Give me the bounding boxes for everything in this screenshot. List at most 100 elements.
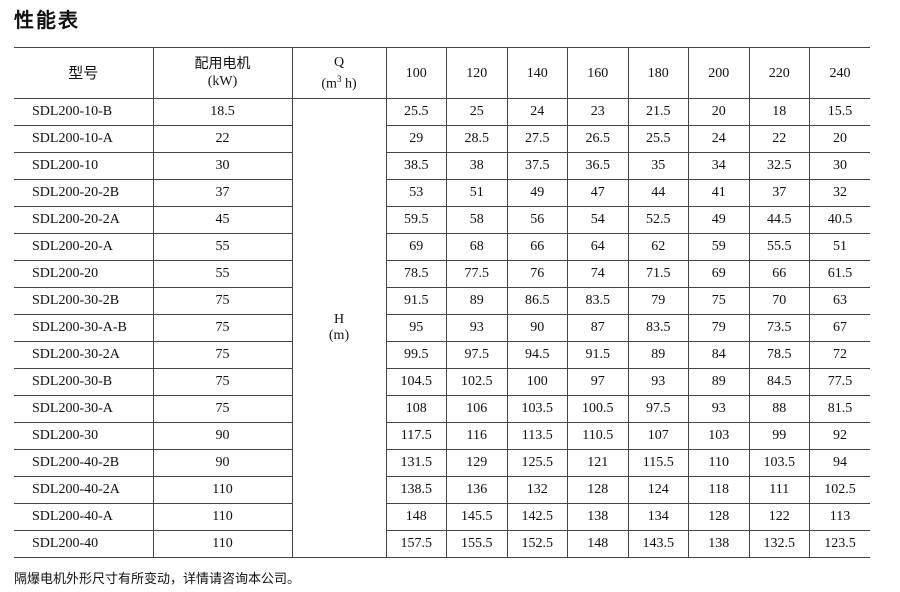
cell-head-value: 102.5 — [446, 368, 508, 396]
cell-head-value: 44.5 — [748, 206, 810, 234]
cell-kw: 110 — [152, 476, 293, 504]
cell-head-value: 103 — [688, 422, 750, 450]
cell-model: SDL200-30-2B — [14, 287, 154, 315]
cell-head-value: 102.5 — [809, 476, 870, 504]
table-row: SDL200-20-A 55 69 68 66 64 62 59 55.5 51 — [14, 233, 870, 261]
head-label-cell: H (m) — [291, 98, 387, 558]
cell-head-value: 26.5 — [567, 125, 629, 153]
cell-head-value: 134 — [627, 503, 689, 531]
cell-head-value: 47 — [567, 179, 629, 207]
footnote: 隔爆电机外形尺寸有所变动，详情请咨询本公司。 — [14, 572, 301, 587]
cell-head-value: 152.5 — [506, 530, 568, 558]
cell-head-value: 62 — [627, 233, 689, 261]
cell-kw: 90 — [152, 449, 293, 477]
cell-head-value: 83.5 — [567, 287, 629, 315]
header-flow-160: 160 — [567, 47, 629, 99]
header-flow-240: 240 — [809, 47, 870, 99]
cell-head-value: 66 — [506, 233, 568, 261]
cell-model: SDL200-20 — [14, 260, 154, 288]
table-row: SDL200-20 55 78.5 77.5 76 74 71.5 69 66 61.5 — [14, 260, 870, 288]
table-row: SDL200-30-2A 75 99.5 97.5 94.5 91.5 89 84 78.5 72 — [14, 341, 870, 369]
cell-head-value: 97.5 — [446, 341, 508, 369]
header-flow-220: 220 — [748, 47, 810, 99]
cell-head-value: 132 — [506, 476, 568, 504]
header-flow-100: 100 — [385, 47, 447, 99]
cell-head-value: 131.5 — [385, 449, 447, 477]
performance-table: 型号 配用电机 (kW) Q (m3 h) 100 120 140 160 180 200 22… — [14, 47, 870, 558]
header-flow-unit: (m — [321, 76, 337, 92]
cell-kw: 55 — [152, 260, 293, 288]
cell-kw: 75 — [152, 368, 293, 396]
cell-head-value: 66 — [748, 260, 810, 288]
cell-head-value: 116 — [446, 422, 508, 450]
table-row: SDL200-40-A 110 148 145.5 142.5 138 134 128 122 1… — [14, 503, 870, 531]
cell-head-value: 76 — [506, 260, 568, 288]
cell-head-value: 59.5 — [385, 206, 447, 234]
cell-head-value: 30 — [809, 152, 870, 180]
cell-head-value: 148 — [567, 530, 629, 558]
header-flow-200: 200 — [688, 47, 750, 99]
head-unit: (m) — [328, 328, 350, 343]
table-row: SDL200-20-2A 45 59.5 58 56 54 52.5 49 44.5 40.5 — [14, 206, 870, 234]
cell-head-value: 92 — [809, 422, 870, 450]
cell-head-value: 84.5 — [748, 368, 810, 396]
cell-head-value: 128 — [688, 503, 750, 531]
table-row: SDL200-30-2B 75 91.5 89 86.5 83.5 79 75 70 63 — [14, 287, 870, 315]
cell-model: SDL200-10-A — [14, 125, 154, 153]
header-motor: 配用电机 (kW) — [152, 47, 293, 99]
cell-head-value: 136 — [446, 476, 508, 504]
cell-model: SDL200-30-A-B — [14, 314, 154, 342]
cell-head-value: 87 — [567, 314, 629, 342]
cell-model: SDL200-10-B — [14, 98, 154, 126]
cell-head-value: 52.5 — [627, 206, 689, 234]
table-row: SDL200-40-2A 110 138.5 136 132 128 124 118 111 10… — [14, 476, 870, 504]
cell-head-value: 22 — [748, 125, 810, 153]
cell-head-value: 138 — [567, 503, 629, 531]
cell-head-value: 49 — [688, 206, 750, 234]
table-row: SDL200-30 90 117.5 116 113.5 110.5 107 103 99 92 — [14, 422, 870, 450]
cell-head-value: 113.5 — [506, 422, 568, 450]
cell-head-value: 132.5 — [748, 530, 810, 558]
cell-head-value: 118 — [688, 476, 750, 504]
table-row: SDL200-30-A-B 75 95 93 90 87 83.5 79 73.5 67 — [14, 314, 870, 342]
cell-head-value: 24 — [688, 125, 750, 153]
cell-head-value: 100.5 — [567, 395, 629, 423]
cell-head-value: 51 — [809, 233, 870, 261]
cell-head-value: 93 — [688, 395, 750, 423]
header-flow-180: 180 — [627, 47, 689, 99]
table-row: SDL200-10-A 22 29 28.5 27.5 26.5 25.5 24 22 20 — [14, 125, 870, 153]
cell-head-value: 38 — [446, 152, 508, 180]
header-flow-label: Q — [333, 54, 345, 70]
cell-head-value: 138.5 — [385, 476, 447, 504]
cell-head-value: 94.5 — [506, 341, 568, 369]
cell-head-value: 111 — [748, 476, 810, 504]
cell-head-value: 79 — [688, 314, 750, 342]
table-row: SDL200-20-2B 37 53 51 49 47 44 41 37 32 — [14, 179, 870, 207]
cell-head-value: 148 — [385, 503, 447, 531]
cell-kw: 75 — [152, 314, 293, 342]
cell-model: SDL200-40-A — [14, 503, 154, 531]
cell-head-value: 71.5 — [627, 260, 689, 288]
cell-head-value: 86.5 — [506, 287, 568, 315]
header-flow-140: 140 — [506, 47, 568, 99]
cell-head-value: 117.5 — [385, 422, 447, 450]
cell-head-value: 77.5 — [446, 260, 508, 288]
cell-head-value: 113 — [809, 503, 870, 531]
cell-kw: 30 — [152, 152, 293, 180]
cell-head-value: 15.5 — [809, 98, 870, 126]
cell-head-value: 157.5 — [385, 530, 447, 558]
cell-head-value: 128 — [567, 476, 629, 504]
cell-head-value: 84 — [688, 341, 750, 369]
cell-kw: 37 — [152, 179, 293, 207]
header-motor-label: 配用电机 — [194, 56, 251, 72]
cell-head-value: 70 — [748, 287, 810, 315]
cell-kw: 110 — [152, 530, 293, 558]
cell-head-value: 124 — [627, 476, 689, 504]
cell-head-value: 51 — [446, 179, 508, 207]
cell-model: SDL200-40-2A — [14, 476, 154, 504]
cell-head-value: 145.5 — [446, 503, 508, 531]
cell-head-value: 29 — [385, 125, 447, 153]
cell-model: SDL200-40-2B — [14, 449, 154, 477]
cell-head-value: 103.5 — [506, 395, 568, 423]
cell-head-value: 95 — [385, 314, 447, 342]
